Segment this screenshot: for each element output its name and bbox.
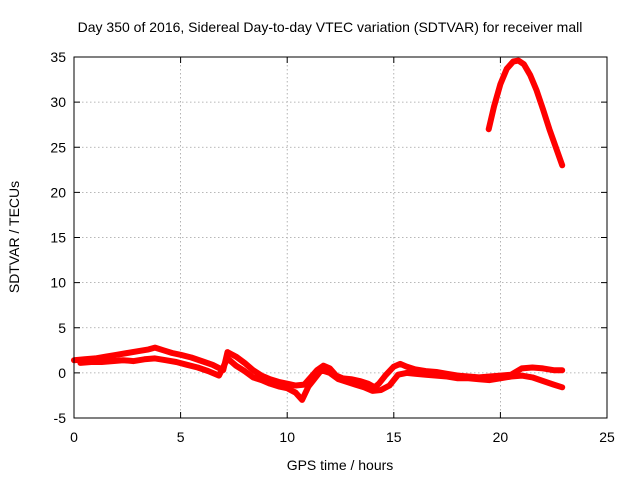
- x-tick-label: 5: [177, 429, 185, 445]
- y-axis-label: SDTVAR / TECUs: [6, 181, 22, 293]
- y-tick-label: 0: [58, 365, 66, 381]
- x-tick-label: 0: [70, 429, 78, 445]
- x-axis-label: GPS time / hours: [287, 457, 394, 473]
- chart-title: Day 350 of 2016, Sidereal Day-to-day VTE…: [78, 19, 583, 35]
- y-tick-label: 35: [50, 49, 66, 65]
- series-main-band-lower: [77, 355, 566, 403]
- y-tick-label: 30: [50, 94, 66, 110]
- series-arc: [485, 57, 566, 169]
- y-tick-label: 25: [50, 139, 66, 155]
- series-layer: [71, 57, 566, 403]
- grid: [74, 57, 607, 418]
- y-tick-label: 5: [58, 320, 66, 336]
- y-tick-label: 20: [50, 184, 66, 200]
- x-tick-label: 10: [279, 429, 295, 445]
- x-tick-label: 20: [493, 429, 509, 445]
- x-tick-label: 25: [599, 429, 615, 445]
- y-tick-label: 10: [50, 275, 66, 291]
- y-tick-label: 15: [50, 230, 66, 246]
- y-tick-label: -5: [54, 410, 67, 426]
- x-tick-label: 15: [386, 429, 402, 445]
